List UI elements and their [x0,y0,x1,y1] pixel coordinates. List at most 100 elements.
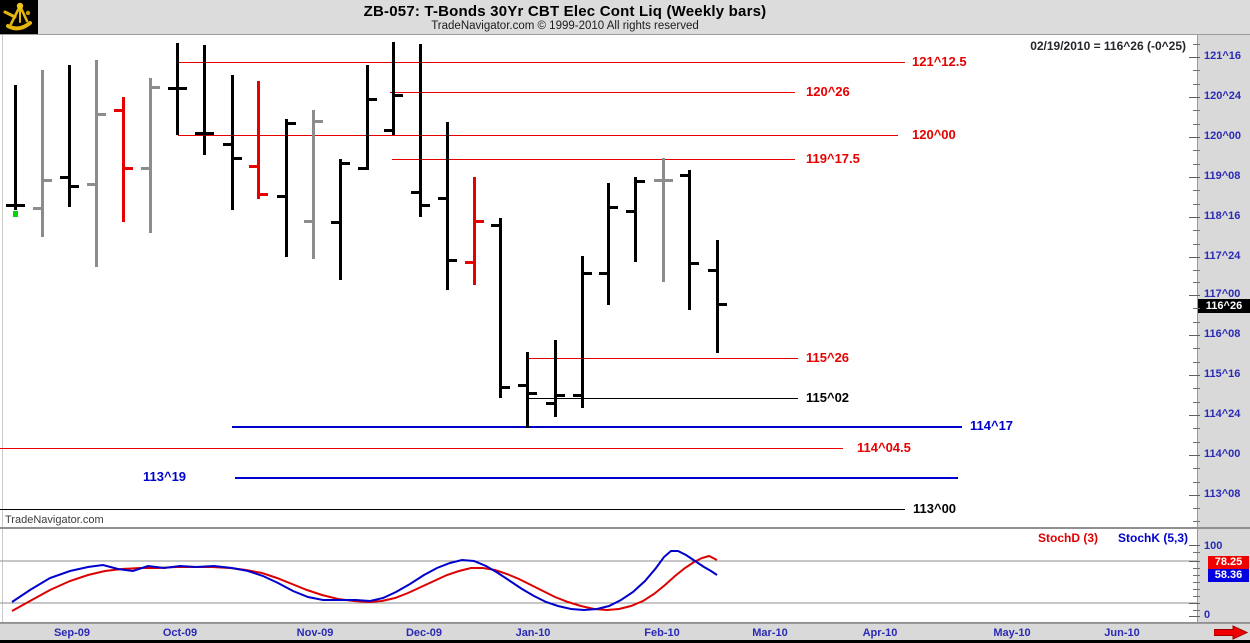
price-axis-major-tick [1189,257,1200,258]
price-bar-open-tick [438,197,446,200]
price-bar [312,110,315,259]
price-bar-open-tick [708,269,716,272]
price-bar [285,119,288,257]
support-resistance-line [390,92,795,93]
price-axis-label: 115^16 [1204,368,1241,380]
price-bar-open-tick [680,174,688,177]
price-bar [176,43,179,135]
price-axis-major-tick [1189,335,1200,336]
price-bar-close-tick [179,87,187,90]
price-bar-open-tick [114,109,122,112]
price-bar [68,65,71,207]
price-axis-minor-tick [1193,204,1200,205]
scroll-right-arrow[interactable] [1213,625,1249,640]
current-price-box: 116^26 [1198,299,1250,313]
price-axis-label: 113^08 [1204,488,1241,500]
price-bar-close-tick [610,206,618,209]
level-label: 119^17.5 [806,151,860,167]
price-bar-close-tick [260,193,268,196]
price-bar-close-tick [449,259,457,262]
support-resistance-line [178,62,905,63]
support-resistance-line [392,159,795,160]
support-resistance-line [232,426,962,428]
price-bar [203,45,206,155]
price-bar [392,42,395,135]
stoch-k-line [11,550,718,612]
price-axis-label: 119^08 [1204,170,1241,182]
price-axis-label: 121^16 [1204,50,1242,62]
price-bar-close-tick [206,132,214,135]
price-bar-open-tick [141,167,149,170]
window-bottom-edge [0,640,1250,643]
price-bar [419,44,422,217]
stoch-axis-0: 0 [1204,609,1211,621]
price-bar-close-tick [152,86,160,89]
month-label: Sep-09 [53,627,91,639]
price-bar-open-tick [87,183,95,186]
stoch-axis-minor-tick [1193,575,1200,576]
price-axis-major-tick [1189,57,1200,58]
price-bar-close-tick [637,180,645,183]
price-bar-open-tick [599,272,607,275]
price-bar [581,256,584,408]
month-label: Dec-09 [405,627,443,639]
price-bar [554,340,557,417]
price-bar-open-tick [626,210,634,213]
price-axis-label: 120^00 [1204,130,1242,142]
level-label: 114^17 [970,418,1014,434]
price-bar-open-tick [304,220,312,223]
price-axis-major-tick [1189,415,1200,416]
level-label: 120^00 [912,127,956,143]
price-bar-close-tick [665,179,673,182]
stochastic-panel[interactable] [0,528,1197,623]
price-bar [14,85,17,210]
price-axis-major-tick [1189,177,1200,178]
price-axis-minor-tick [1193,428,1200,429]
level-label: 120^26 [806,84,850,100]
price-axis-minor-tick [1193,521,1200,522]
price-bar-open-tick [249,165,257,168]
month-label: Jan-10 [515,627,551,639]
price-axis-minor-tick [1193,348,1200,349]
price-bar [526,352,529,428]
stoch-legend: StochD (3) StochK (5,3) [1038,531,1188,545]
last-quote-readout: 02/19/2010 = 116^26 (-0^25) [1030,39,1186,53]
price-bar [473,177,476,285]
price-bar [122,97,125,222]
price-bar-open-tick [465,261,473,264]
price-bar-close-tick [422,204,430,207]
month-label: Mar-10 [752,627,788,639]
price-axis-major-tick [1189,137,1200,138]
stoch-d-legend: StochD (3) [1037,531,1098,545]
price-bar [499,218,502,398]
price-axis-minor-tick [1193,308,1200,309]
price-axis-minor-tick [1193,44,1200,45]
price-axis-major-tick [1189,455,1200,456]
level-label: 121^12.5 [912,54,967,70]
price-axis-minor-tick [1193,362,1200,363]
price-axis-band [1197,35,1250,623]
price-bar [339,159,342,280]
stoch-axis-minor-tick [1193,610,1200,611]
price-axis-label: 114^24 [1204,408,1241,420]
plot-left-border [2,35,3,623]
level-label: 113^00 [913,501,957,517]
month-label: Nov-09 [296,627,334,639]
price-bar [688,170,691,310]
stoch-k-legend: StochK (5,3) [1117,531,1188,545]
price-bar-open-tick [518,384,526,387]
level-label: 113^19 [143,469,187,485]
stoch-axis-major-tick [1189,616,1200,617]
month-label: Oct-09 [162,627,198,639]
price-bar-open-tick [60,176,68,179]
price-bar [446,122,449,290]
price-bar-open-tick [384,129,392,132]
price-axis-label: 114^00 [1204,448,1241,460]
price-axis-minor-tick [1193,244,1200,245]
price-axis-label: 117^24 [1204,250,1241,262]
price-bar-close-tick [557,394,565,397]
price-bar [257,81,260,199]
price-bar-open-tick [6,204,14,207]
price-axis-major-tick [1189,495,1200,496]
price-bar-close-tick [288,122,296,125]
